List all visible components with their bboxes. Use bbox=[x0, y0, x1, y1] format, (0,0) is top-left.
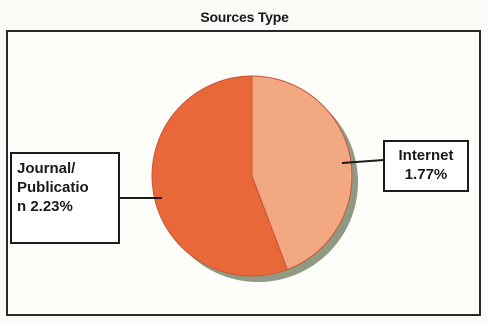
data-label-internet: Internet 1.77% bbox=[383, 140, 469, 192]
pie-slice-journal-publication bbox=[151, 75, 288, 277]
pie-slice-internet bbox=[251, 75, 353, 271]
leader-line-internet bbox=[341, 159, 384, 164]
chart-title: Sources Type bbox=[200, 9, 289, 25]
data-label-journal: Journal/ Publicatio n 2.23% bbox=[10, 152, 120, 244]
